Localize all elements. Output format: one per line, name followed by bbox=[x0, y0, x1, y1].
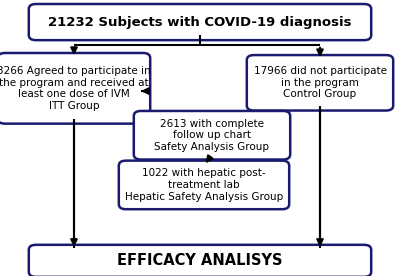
FancyBboxPatch shape bbox=[134, 111, 290, 160]
Text: 3266 Agreed to participate in
the program and received at
least one dose of IVM
: 3266 Agreed to participate in the progra… bbox=[0, 66, 151, 111]
Text: 2613 with complete
follow up chart
Safety Analysis Group: 2613 with complete follow up chart Safet… bbox=[154, 119, 270, 152]
FancyBboxPatch shape bbox=[29, 4, 371, 40]
Text: EFFICACY ANALISYS: EFFICACY ANALISYS bbox=[117, 253, 283, 268]
Text: 21232 Subjects with COVID-19 diagnosis: 21232 Subjects with COVID-19 diagnosis bbox=[48, 15, 352, 29]
FancyBboxPatch shape bbox=[29, 245, 371, 276]
FancyBboxPatch shape bbox=[0, 53, 150, 124]
Text: 1022 with hepatic post-
treatment lab
Hepatic Safety Analysis Group: 1022 with hepatic post- treatment lab He… bbox=[125, 168, 283, 201]
Text: 17966 did not participate
in the program
Control Group: 17966 did not participate in the program… bbox=[254, 66, 386, 99]
FancyBboxPatch shape bbox=[247, 55, 393, 111]
FancyBboxPatch shape bbox=[119, 161, 289, 209]
